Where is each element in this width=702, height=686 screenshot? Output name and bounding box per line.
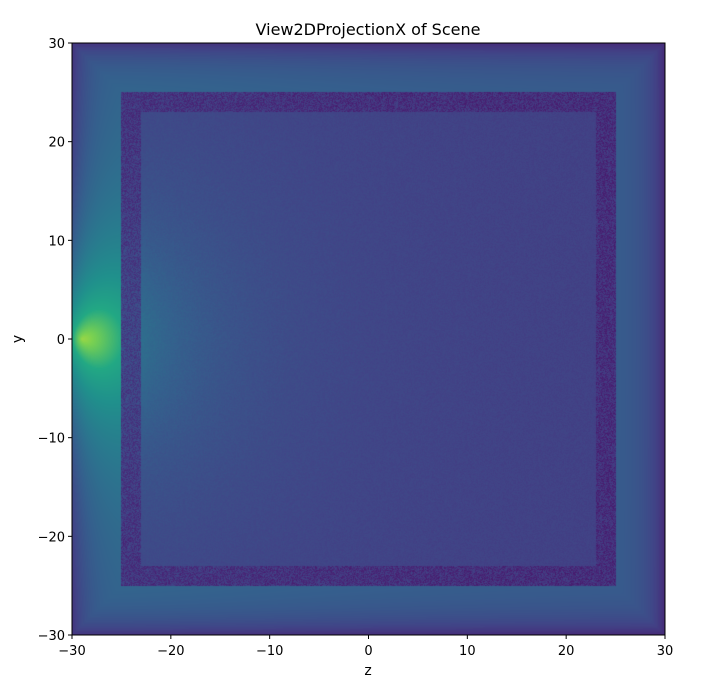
heatmap-image bbox=[72, 43, 665, 635]
x-tick-label: 0 bbox=[364, 644, 372, 659]
x-axis: −30 −20 −10 0 10 20 30 bbox=[58, 635, 673, 659]
y-tick-label: −30 bbox=[38, 629, 65, 644]
x-tick-label: 20 bbox=[558, 644, 575, 659]
y-axis-label: y bbox=[10, 335, 26, 343]
y-tick-label: 20 bbox=[48, 136, 65, 151]
y-axis: −30 −20 −10 0 10 20 30 bbox=[38, 37, 72, 644]
y-tick-label: 0 bbox=[57, 333, 65, 348]
x-tick-label: −30 bbox=[58, 644, 85, 659]
x-tick-label: −20 bbox=[157, 644, 184, 659]
chart-title: View2DProjectionX of Scene bbox=[256, 20, 481, 39]
x-tick-label: −10 bbox=[256, 644, 283, 659]
y-tick-label: 30 bbox=[48, 37, 65, 52]
x-axis-label: z bbox=[364, 663, 371, 679]
y-tick-label: 10 bbox=[48, 234, 65, 249]
x-tick-label: 30 bbox=[657, 644, 674, 659]
y-tick-label: −10 bbox=[38, 432, 65, 447]
x-tick-label: 10 bbox=[459, 644, 476, 659]
y-tick-label: −20 bbox=[38, 530, 65, 545]
